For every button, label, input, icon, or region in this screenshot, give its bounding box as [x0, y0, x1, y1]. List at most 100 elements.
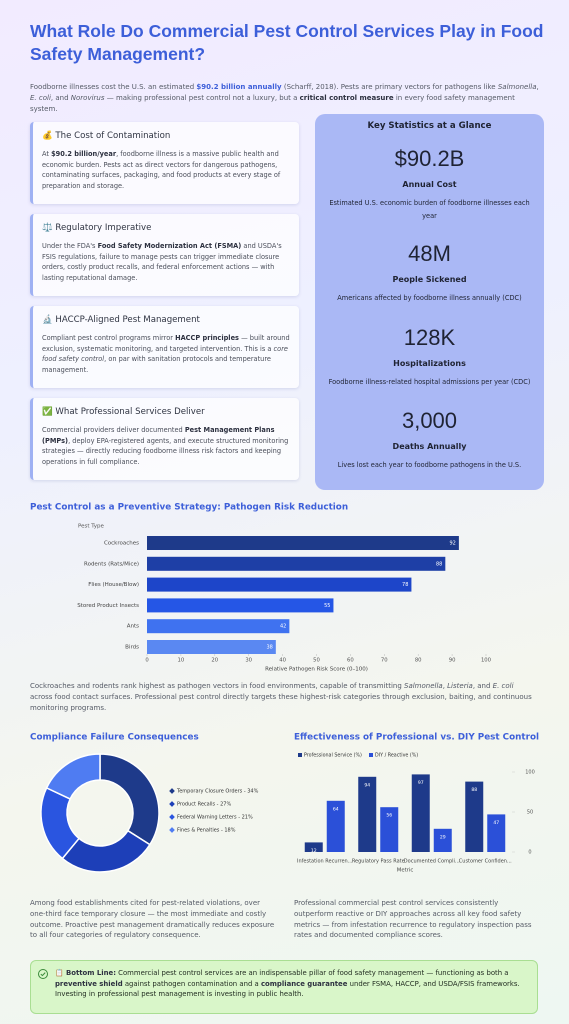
- stat-value: 128K: [403, 325, 456, 350]
- text-run: Commercial pest control services are an …: [115, 969, 509, 977]
- y-tick-label: Ants: [127, 624, 139, 630]
- bar: [147, 577, 412, 592]
- stats-title: Key Statistics at a Glance: [367, 121, 492, 131]
- info-card: ⚖️ Regulatory Imperative Under the FDA's …: [30, 214, 299, 296]
- text-run: — making professional pest control not a…: [104, 93, 300, 102]
- y-tick-label: 50: [527, 810, 533, 816]
- chart-note: Professional commercial pest control ser…: [294, 898, 539, 941]
- text-run: At: [42, 150, 52, 158]
- legend-label: Fines & Penalties - 18%: [177, 828, 236, 834]
- bar-value-label: 92: [450, 541, 456, 547]
- bar-value-label: 55: [324, 603, 330, 609]
- text-run: , on par with sanitation protocols and t…: [42, 355, 271, 374]
- text-run: ,: [536, 83, 539, 91]
- text-run: Food Safety Modernization Act (FSMA): [97, 242, 242, 250]
- text-run: ,: [442, 682, 448, 690]
- bar-value-label: 88: [471, 787, 477, 793]
- bar-value-label: 78: [402, 582, 408, 588]
- text-run: Norovirus: [70, 93, 105, 102]
- text-run: (Scharff, 2018). Pests are primary vecto…: [281, 83, 498, 91]
- text-run: HACCP principles: [175, 334, 239, 342]
- bar: [147, 640, 276, 654]
- check-icon: [38, 969, 48, 979]
- text-run: Salmonella: [497, 83, 537, 91]
- y-tick-label: 100: [525, 770, 535, 776]
- stat-description: Americans affected by foodborne illness …: [337, 294, 522, 302]
- stat-value: 3,000: [401, 408, 458, 433]
- x-tick-label: Infestation Recurren...: [297, 859, 353, 865]
- bar-value-label: 97: [418, 780, 424, 786]
- text-run: Among food establishments cited for pest…: [30, 899, 275, 940]
- page-title: What Role Do Commercial Pest Control Ser…: [30, 21, 544, 64]
- legend-swatch: [298, 753, 302, 757]
- x-tick-label: 90: [449, 658, 456, 664]
- card-body: At $90.2 billion/year, foodborne illness…: [42, 149, 292, 191]
- text-run: preventive shield: [55, 979, 123, 988]
- bar-value-label: 47: [493, 820, 499, 826]
- text-run: $90.2 billion/year: [51, 150, 117, 158]
- card-heading: 🔬 HACCP-Aligned Pest Management: [42, 315, 200, 325]
- stat-description: Foodborne illness-related hospital admis…: [328, 378, 531, 386]
- bar: [380, 807, 399, 852]
- bar: [304, 842, 323, 852]
- bar-value-label: 94: [364, 782, 370, 788]
- bar: [147, 556, 446, 571]
- bottom-line-text: 📋 Bottom Line: Commercial pest control s…: [55, 968, 529, 1000]
- text-run: , and: [50, 93, 71, 102]
- text-run: , and: [472, 682, 493, 690]
- text-run: core food safety control: [42, 344, 288, 364]
- bar-value-label: 88: [436, 561, 442, 567]
- card-heading: 💰 The Cost of Contamination: [42, 131, 171, 141]
- text-run: against pathogen contamination and a: [122, 979, 261, 988]
- text-run: Salmonella: [404, 682, 443, 690]
- stat-value: $90.2B: [394, 146, 465, 171]
- text-run: and USDA's FSIS regulations, failure to …: [42, 242, 282, 282]
- legend-marker: [169, 788, 175, 794]
- bottom-line-box: 📋 Bottom Line: Commercial pest control s…: [30, 960, 538, 1014]
- bar: [147, 598, 334, 613]
- x-tick-label: 50: [313, 658, 320, 664]
- y-tick-label: Rodents (Rats/Mice): [84, 561, 139, 567]
- bar: [147, 536, 459, 550]
- intro: Foodborne illnesses cost the U.S. an est…: [30, 82, 540, 114]
- x-tick-label: 30: [245, 658, 252, 664]
- x-tick-label: 20: [211, 658, 218, 664]
- stat-label: Annual Cost: [402, 180, 457, 189]
- text-run: Pest Management Plans (PMPs): [42, 426, 275, 445]
- pie-slice: [99, 753, 160, 846]
- bar: [465, 781, 484, 852]
- bar: [326, 800, 345, 852]
- text-run: Compliant pest control programs mirror: [42, 334, 176, 342]
- y-axis-label: Pest Type: [78, 524, 105, 530]
- x-tick-label: Regulatory Pass Rate: [352, 859, 405, 865]
- bar: [487, 814, 506, 852]
- bar: [433, 828, 452, 852]
- y-tick-label: Cockroaches: [104, 541, 139, 547]
- stat-value: 48M: [408, 241, 451, 266]
- text-run: E. coli: [30, 93, 51, 102]
- legend-marker: [169, 827, 175, 833]
- x-tick-label: 0: [145, 658, 149, 664]
- stats-panel: Key Statistics at a Glance $90.2B Annual C…: [315, 114, 544, 490]
- card-body: Under the FDA's Food Safety Modernizatio…: [42, 241, 292, 283]
- x-tick-label: 100: [481, 658, 492, 664]
- legend-marker: [169, 801, 175, 807]
- text-run: , foodborne illness is a massive public …: [42, 150, 281, 190]
- card-heading: ⚖️ Regulatory Imperative: [42, 223, 152, 233]
- bar-value-label: 42: [280, 624, 286, 630]
- text-run: in every food safety management system.: [30, 93, 515, 113]
- text-run: under FSMA, HACCP, and USDA/FSIS framewo…: [55, 979, 520, 999]
- legend-label: Professional Service (%): [304, 753, 362, 759]
- legend-label: Product Recalls - 27%: [177, 802, 231, 808]
- text-run: compliance guarantee: [260, 979, 348, 988]
- text-run: Under the FDA's: [42, 242, 98, 250]
- y-tick-label: Birds: [125, 645, 139, 651]
- bar-value-label: 38: [266, 645, 272, 651]
- y-tick-label: 0: [528, 850, 531, 856]
- text-run: 📋 Bottom Line:: [55, 969, 116, 977]
- x-tick-label: 10: [178, 658, 185, 664]
- bar-value-label: 12: [311, 848, 317, 854]
- x-tick-label: 70: [381, 658, 388, 664]
